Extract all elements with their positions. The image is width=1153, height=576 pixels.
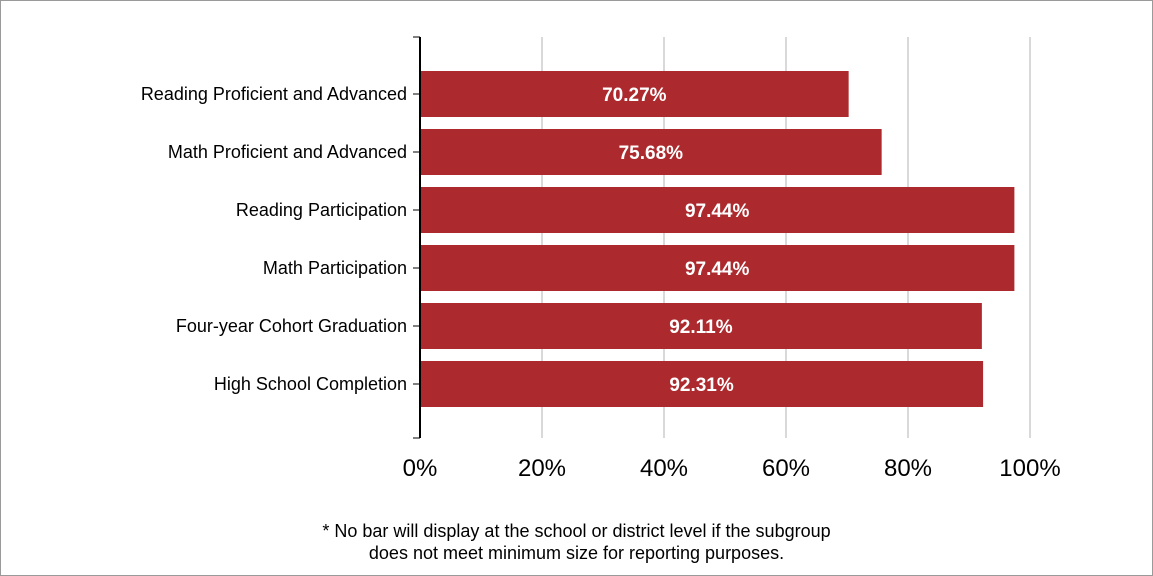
bar-1 — [420, 71, 849, 117]
category-label-2: Math Proficient and Advanced — [168, 142, 407, 162]
category-label-3: Reading Participation — [236, 200, 407, 220]
data-label-6: 92.31% — [669, 375, 734, 396]
x-tick-label-100: 100% — [999, 455, 1060, 482]
x-tick-label-0: 0% — [403, 455, 438, 482]
x-tick-label-20: 20% — [518, 455, 566, 482]
bar-2 — [420, 129, 882, 175]
footnote: * No bar will display at the school or d… — [0, 520, 1153, 564]
category-label-4: Math Participation — [263, 258, 407, 278]
x-tick-label-60: 60% — [762, 455, 810, 482]
data-label-5: 92.11% — [669, 317, 732, 338]
category-label-5: Four-year Cohort Graduation — [176, 316, 407, 336]
x-tick-label-40: 40% — [640, 455, 688, 482]
data-label-4: 97.44% — [685, 259, 750, 280]
bar-6 — [420, 361, 984, 407]
bar-3 — [420, 187, 1015, 233]
x-tick-label-80: 80% — [884, 455, 932, 482]
axes — [413, 36, 421, 439]
labels: 70.27% Reading Proficient and Advanced 75.… — [141, 84, 1061, 482]
bar-4 — [420, 245, 1015, 291]
category-label-1: Reading Proficient and Advanced — [141, 84, 407, 104]
bar-5 — [420, 303, 982, 349]
bars — [420, 71, 1015, 407]
data-label-2: 75.68% — [619, 143, 684, 164]
footnote-line-1: * No bar will display at the school or d… — [322, 521, 831, 541]
category-label-6: High School Completion — [214, 374, 407, 394]
data-label-3: 97.44% — [685, 201, 750, 222]
footnote-line-2: does not meet minimum size for reporting… — [368, 543, 785, 563]
data-label-1: 70.27% — [602, 85, 667, 106]
